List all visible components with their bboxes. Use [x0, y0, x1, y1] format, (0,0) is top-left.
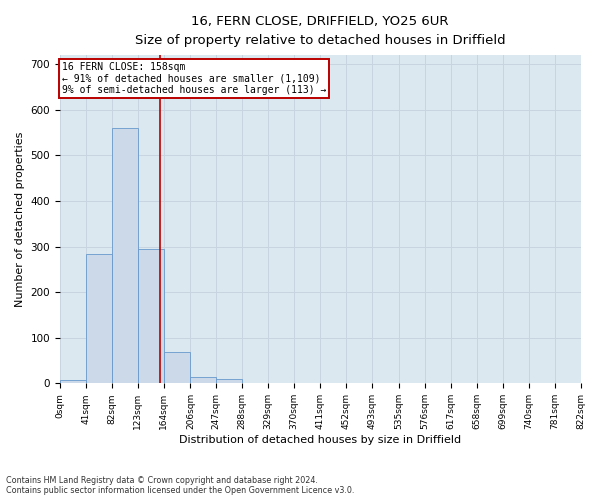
- Bar: [190, 378, 217, 384]
- Bar: [60, 380, 86, 384]
- Text: Contains HM Land Registry data © Crown copyright and database right 2024.
Contai: Contains HM Land Registry data © Crown c…: [6, 476, 355, 495]
- Title: 16, FERN CLOSE, DRIFFIELD, YO25 6UR
Size of property relative to detached houses: 16, FERN CLOSE, DRIFFIELD, YO25 6UR Size…: [135, 15, 506, 47]
- Bar: [138, 249, 164, 384]
- Bar: [112, 128, 138, 384]
- Y-axis label: Number of detached properties: Number of detached properties: [15, 132, 25, 307]
- Bar: [217, 379, 242, 384]
- X-axis label: Distribution of detached houses by size in Driffield: Distribution of detached houses by size …: [179, 435, 461, 445]
- Bar: [86, 254, 112, 384]
- Bar: [164, 352, 190, 384]
- Text: 16 FERN CLOSE: 158sqm
← 91% of detached houses are smaller (1,109)
9% of semi-de: 16 FERN CLOSE: 158sqm ← 91% of detached …: [62, 62, 326, 95]
